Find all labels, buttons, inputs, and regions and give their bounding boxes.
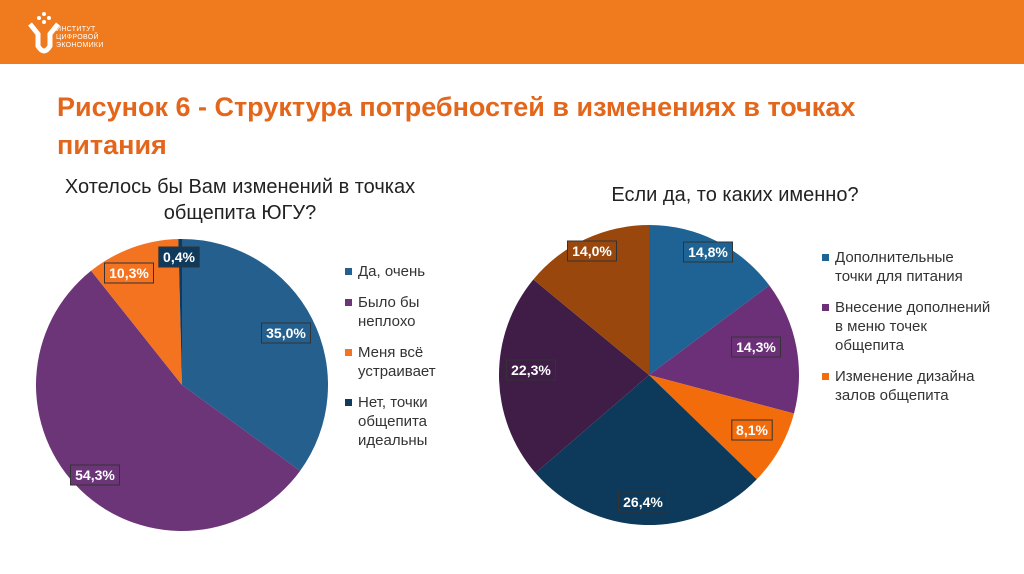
legend-swatch — [345, 268, 352, 275]
header-bar: ИНСТИТУТ ЦИФРОВОЙ ЭКОНОМИКИ — [0, 0, 1024, 64]
legend-item: Нет, точки общепита идеальны — [345, 393, 455, 450]
data-label-box — [506, 359, 556, 381]
legend-item: Внесение дополнений в меню точек общепит… — [822, 298, 992, 355]
pie-slice — [535, 375, 757, 525]
data-label: 54,3% — [75, 467, 115, 483]
legend-label: Нет, точки общепита идеальны — [358, 394, 428, 449]
data-label: 14,0% — [572, 243, 612, 259]
data-label-box — [70, 464, 120, 486]
chart-title-left: Хотелось бы Вам изменений в точках общеп… — [64, 176, 416, 224]
pie-slice — [178, 239, 182, 385]
legend-label: Было бы неплохо — [358, 294, 420, 330]
logo-line: ЭКОНОМИКИ — [56, 42, 104, 49]
data-label: 35,0% — [266, 325, 306, 341]
legend-label: Да, очень — [358, 263, 426, 280]
legend-swatch — [345, 399, 352, 406]
pie-slice — [499, 279, 649, 474]
legend-swatch — [345, 349, 352, 356]
legend-label: Изменение дизайна залов общепита — [835, 368, 975, 404]
legend-item: Да, очень — [345, 262, 455, 281]
pie-slice — [649, 375, 794, 480]
data-label-box — [567, 240, 617, 262]
logo-line: ИНСТИТУТ — [56, 26, 96, 33]
legend-swatch — [345, 299, 352, 306]
legend-swatch — [822, 254, 829, 261]
page-title: Рисунок 6 - Структура потребностей в изм… — [57, 92, 856, 160]
legend-label: Меня всё устраивает — [358, 344, 436, 380]
data-label-box — [104, 262, 154, 284]
data-label: 10,3% — [109, 265, 149, 281]
pie-slice — [649, 225, 770, 375]
legend-item: Было бы неплохо — [345, 293, 455, 331]
chart-title-right: Если да, то каких именно? — [611, 184, 859, 206]
data-label: 14,3% — [736, 339, 776, 355]
legend-item: Изменение дизайна залов общепита — [822, 367, 992, 405]
data-label-box — [683, 241, 733, 263]
data-label-box — [261, 322, 311, 344]
data-label: 14,8% — [688, 244, 728, 260]
logo-line: ЦИФРОВОЙ — [56, 34, 99, 41]
data-label: 8,1% — [736, 422, 768, 438]
legend-item: Дополнительные точки для питания — [822, 248, 992, 286]
logo-text: ИНСТИТУТ ЦИФРОВОЙ ЭКОНОМИКИ — [56, 18, 104, 50]
data-label: 22,3% — [511, 362, 551, 378]
data-label-box — [158, 246, 200, 268]
legend-item: Меня всё устраивает — [345, 343, 455, 381]
legend-label: Дополнительные точки для питания — [835, 249, 963, 285]
pie-slice — [649, 285, 799, 414]
data-label: 26,4% — [623, 494, 663, 510]
pie-slice — [533, 225, 649, 375]
legend-swatch — [822, 304, 829, 311]
data-label-box — [618, 491, 668, 513]
data-label: 0,4% — [163, 249, 195, 265]
legend-left: Да, очень Было бы неплохо Меня всё устраив… — [345, 262, 455, 462]
data-label-box — [731, 419, 773, 441]
legend-right: Дополнительные точки для питания Внесение… — [822, 248, 992, 417]
legend-swatch — [822, 373, 829, 380]
pie-slice — [182, 239, 328, 471]
data-label-box — [731, 336, 781, 358]
logo-icon — [28, 12, 60, 54]
legend-label: Внесение дополнений в меню точек общепит… — [835, 299, 991, 354]
